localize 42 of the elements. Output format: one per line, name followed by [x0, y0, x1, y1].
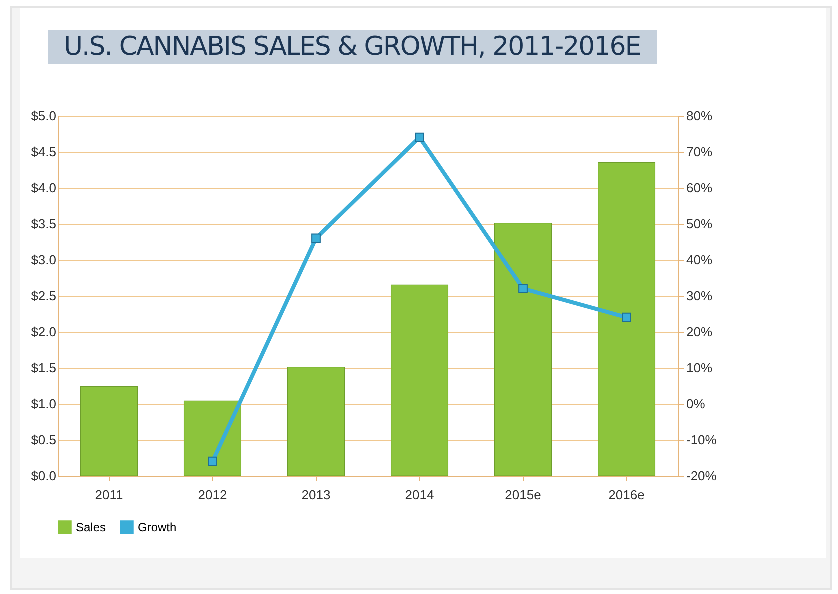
x-tick-label: 2012	[198, 488, 228, 502]
legend-label: Sales	[76, 520, 106, 534]
y2-tick-label: 70%	[686, 144, 713, 160]
point	[208, 456, 218, 466]
bar	[390, 284, 449, 476]
y2-tick-label: 40%	[686, 252, 713, 268]
y2-tick-label: -20%	[686, 468, 718, 484]
point	[622, 312, 632, 322]
y2-tick-label: 20%	[686, 324, 713, 340]
y-tick-label: $1.0	[31, 396, 56, 412]
y-tick-label: $2.5	[31, 288, 56, 304]
point	[312, 234, 321, 244]
x-tick-label: 2013	[302, 488, 331, 502]
y2-tick-label: 50%	[686, 216, 713, 232]
chart-title: U.S. CANNABIS SALES & GROWTH, 2011-2016E	[48, 30, 657, 64]
y-tick-label: $2.0	[31, 324, 56, 340]
x-tick-label: 2014	[405, 488, 434, 502]
y-tick-label: $3.0	[31, 252, 56, 268]
bar	[494, 222, 552, 476]
bar	[80, 386, 138, 476]
y2-tick-label: 10%	[686, 360, 713, 376]
y-tick-label: $3.5	[31, 216, 56, 232]
bar	[598, 162, 656, 476]
y-tick-label: $0.5	[31, 432, 56, 448]
bar	[287, 366, 346, 476]
point	[518, 284, 528, 294]
x-tick-label: 2016e	[608, 488, 645, 502]
y2-tick-label: 80%	[686, 108, 713, 124]
bar	[184, 400, 242, 476]
x-tick-label: 2011	[95, 488, 124, 502]
y-tick-label: $0.0	[31, 468, 56, 484]
y2-tick-label: -10%	[686, 432, 718, 448]
point	[415, 132, 424, 142]
y-tick-label: $5.0	[31, 108, 56, 124]
legend-label: Growth	[138, 520, 177, 534]
y-tick-label: $4.5	[31, 144, 56, 160]
y-tick-label: $4.0	[31, 180, 56, 196]
y2-tick-label: 60%	[686, 180, 713, 196]
x-tick-label: 2015e	[505, 488, 542, 502]
y-tick-label: $1.5	[31, 360, 56, 376]
y2-tick-label: 0%	[686, 396, 706, 412]
y2-tick-label: 30%	[686, 288, 713, 304]
